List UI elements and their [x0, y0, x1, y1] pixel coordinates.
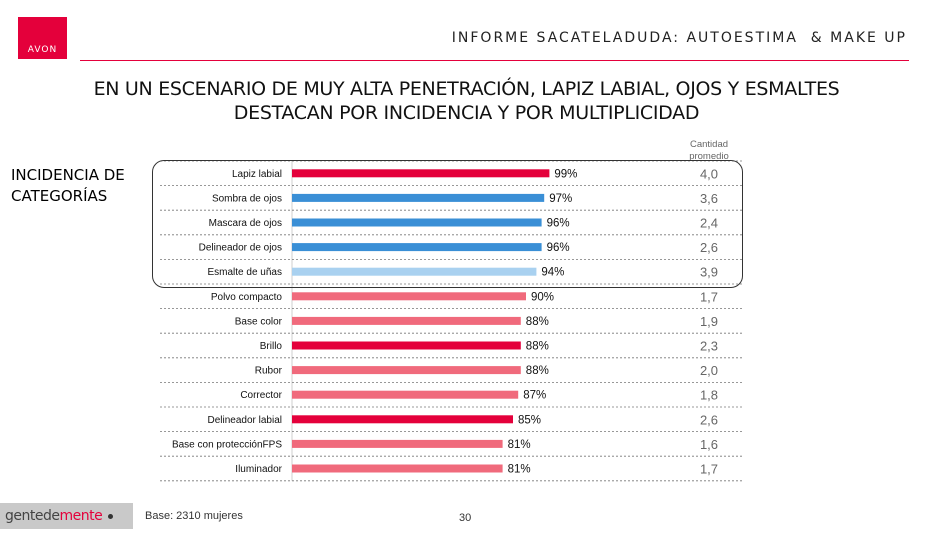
bar: [292, 390, 519, 399]
category-label: Base color: [235, 316, 283, 327]
cantidad-promedio-value: 2,6: [700, 240, 718, 255]
cantidad-promedio-value: 2,4: [700, 216, 718, 231]
cantidad-promedio-value: 3,9: [700, 265, 718, 280]
slide-title-line-1: EN UN ESCENARIO DE MUY ALTA PENETRACIÓN,…: [93, 78, 840, 100]
category-label: Polvo compacto: [211, 292, 283, 303]
cantidad-promedio-value: 2,3: [700, 339, 718, 354]
cantidad-promedio-value: 4,0: [700, 166, 718, 181]
bar: [292, 267, 537, 276]
cantidad-promedio-value: 3,6: [700, 191, 718, 206]
category-label: Base con protecciónFPS: [172, 439, 282, 450]
bar: [292, 218, 542, 227]
category-label: Sombra de ojos: [212, 193, 282, 204]
header-divider: [80, 60, 909, 61]
category-label: Iluminador: [235, 464, 282, 475]
logo-dot-icon: [108, 513, 114, 519]
col-header-line-2: promedio: [689, 151, 729, 162]
section-label-line-2: CATEGORÍAS: [11, 187, 108, 205]
bar: [292, 439, 503, 448]
bar: [292, 292, 526, 301]
bar: [292, 243, 542, 252]
slide-title-line-2: DESTACAN POR INCIDENCIA Y POR MULTIPLICI…: [233, 102, 700, 124]
bar: [292, 366, 521, 375]
cantidad-promedio-value: 2,0: [700, 363, 718, 378]
bar: [292, 316, 521, 325]
cantidad-promedio-value: 1,7: [700, 289, 718, 304]
value-label: 96%: [547, 242, 570, 254]
section-label: INCIDENCIA DE CATEGORÍAS: [11, 165, 125, 207]
slide-title: EN UN ESCENARIO DE MUY ALTA PENETRACIÓN,…: [0, 77, 933, 125]
base-note: Base: 2310 mujeres: [145, 510, 243, 522]
category-label: Corrector: [240, 390, 282, 401]
value-label: 97%: [549, 193, 572, 205]
bar: [292, 341, 521, 350]
value-label: 85%: [518, 414, 541, 426]
section-label-line-1: INCIDENCIA DE: [11, 166, 125, 184]
cantidad-promedio-value: 1,9: [700, 314, 718, 329]
value-label: 90%: [531, 291, 554, 303]
cantidad-promedio-value: 1,7: [700, 462, 718, 477]
report-header-title: INFORME SACATELADUDA: AUTOESTIMA & MAKE …: [451, 30, 907, 46]
avon-logo-text: AVON: [27, 45, 58, 55]
value-label: 96%: [547, 218, 570, 230]
bar: [292, 193, 545, 202]
value-label: 94%: [541, 267, 564, 279]
value-label: 88%: [526, 341, 549, 353]
cantidad-promedio-value: 1,6: [700, 437, 718, 452]
category-label: Mascara de ojos: [209, 218, 282, 229]
category-label: Rubor: [255, 366, 283, 377]
avon-logo: AVON: [18, 17, 67, 59]
category-label: Delineador de ojos: [199, 243, 282, 254]
bar: [292, 169, 550, 178]
cantidad-promedio-value: 2,6: [700, 412, 718, 427]
value-label: 88%: [526, 316, 549, 328]
value-label: 87%: [523, 390, 546, 402]
value-label: 99%: [554, 168, 577, 180]
category-label: Lapiz labial: [232, 169, 282, 180]
cantidad-promedio-header: Cantidad promedio: [676, 139, 742, 163]
value-label: 81%: [508, 439, 531, 451]
bar: [292, 415, 513, 424]
bar: [292, 464, 503, 473]
col-header-line-1: Cantidad: [689, 139, 729, 150]
gentedemente-logo: gentedemente: [0, 503, 133, 529]
cantidad-promedio-value: 1,8: [700, 388, 718, 403]
highlight-group-box: [152, 160, 743, 288]
category-label: Delineador labial: [208, 415, 283, 426]
value-label: 81%: [508, 464, 531, 476]
page-number: 30: [459, 512, 472, 524]
logo-text: gentedemente: [5, 508, 103, 524]
category-label: Brillo: [260, 341, 283, 352]
category-label: Esmalte de uñas: [208, 267, 283, 278]
value-label: 88%: [526, 365, 549, 377]
